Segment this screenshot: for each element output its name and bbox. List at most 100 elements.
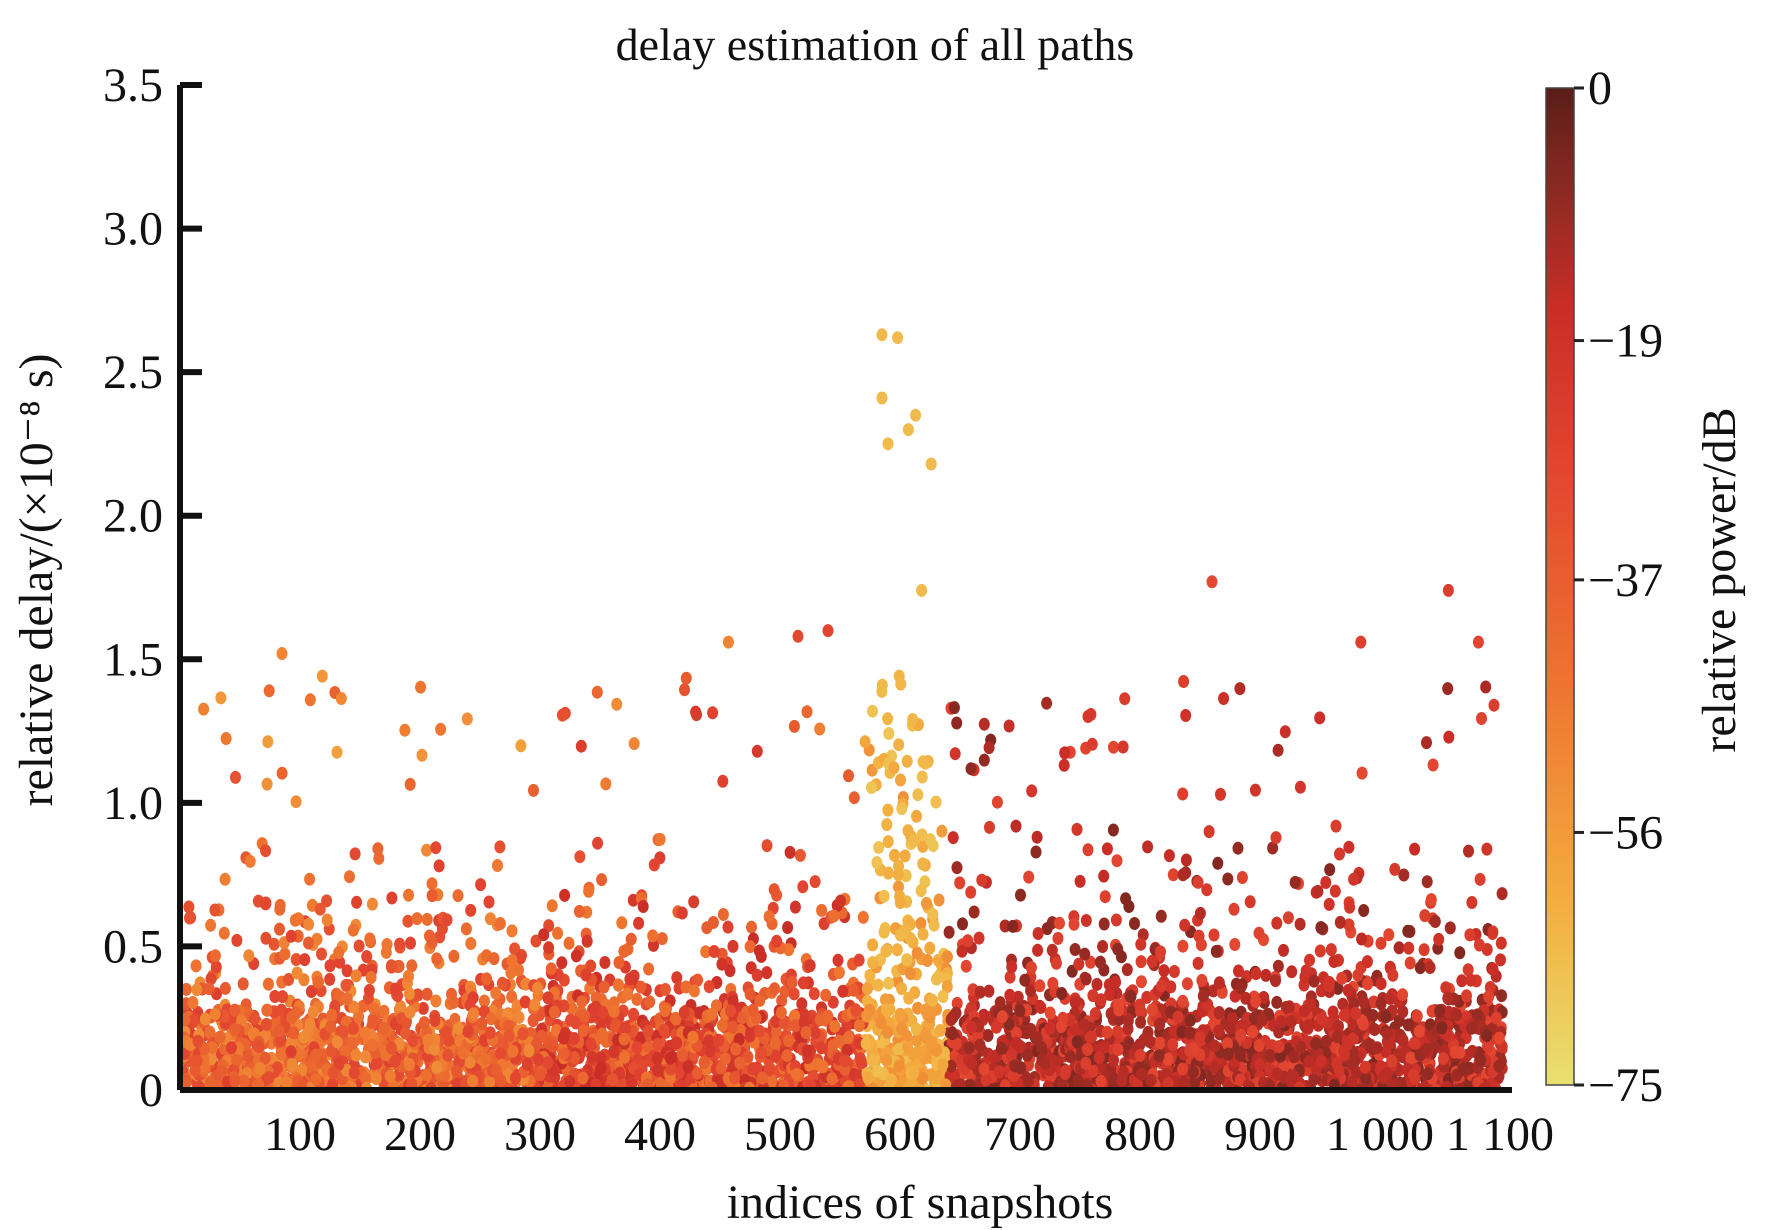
scatter-point <box>1483 990 1495 1004</box>
scatter-point <box>331 1035 343 1049</box>
scatter-point <box>1145 1073 1157 1087</box>
scatter-point <box>464 1055 476 1069</box>
scatter-point <box>585 1037 597 1051</box>
scatter-point <box>1253 926 1265 940</box>
scatter-point <box>744 940 756 954</box>
scatter-point <box>286 1057 298 1071</box>
scatter-point <box>1177 1062 1188 1076</box>
scatter-point <box>1358 904 1370 917</box>
x-tick-label: 1 000 <box>1326 1108 1434 1161</box>
scatter-point <box>1129 917 1140 930</box>
scatter-point <box>776 994 788 1008</box>
scatter-point <box>1110 913 1122 927</box>
scatter-point <box>1006 960 1018 974</box>
scatter-point <box>1181 977 1193 991</box>
scatter-point <box>372 842 384 856</box>
scatter-point <box>790 1068 802 1081</box>
scatter-point <box>310 1072 322 1086</box>
scatter-point <box>861 1009 873 1023</box>
scatter-point <box>995 1041 1007 1055</box>
scatter-point <box>1315 1054 1327 1068</box>
scatter-point <box>1288 1069 1300 1083</box>
scatter-point <box>1163 849 1175 863</box>
scatter-point <box>1342 983 1354 997</box>
scatter-point <box>1229 938 1241 951</box>
scatter-point <box>648 938 659 952</box>
scatter-point <box>467 1074 479 1088</box>
scatter-point <box>557 1031 569 1045</box>
scatter-point <box>225 1041 237 1055</box>
scatter-point <box>399 723 411 737</box>
scatter-point <box>911 809 922 823</box>
scatter-point <box>1323 897 1335 911</box>
scatter-point <box>421 987 433 1001</box>
scatter-point <box>734 1056 746 1070</box>
scatter-point <box>577 1071 589 1085</box>
scatter-point <box>440 1025 452 1039</box>
scatter-point <box>1184 1013 1196 1027</box>
scatter-point <box>1360 1071 1372 1085</box>
scatter-point <box>612 978 624 992</box>
scatter-point <box>789 900 801 914</box>
scatter-point <box>670 1011 681 1025</box>
scatter-point <box>1003 719 1015 733</box>
scatter-point <box>783 1034 795 1048</box>
scatter-point <box>1414 961 1426 975</box>
scatter-point <box>1361 955 1373 969</box>
scatter-point <box>1119 692 1131 706</box>
scatter-point <box>385 959 397 973</box>
scatter-point <box>919 756 931 770</box>
scatter-point <box>1117 740 1129 754</box>
scatter-point <box>495 1074 507 1088</box>
scatter-point <box>1086 737 1098 751</box>
scatter-point <box>389 1054 401 1068</box>
scatter-point <box>893 1059 905 1073</box>
scatter-point <box>310 1048 322 1062</box>
scatter-point <box>591 685 603 699</box>
scatter-point <box>947 831 959 845</box>
scatter-point <box>1154 1017 1166 1031</box>
scatter-point <box>422 1033 434 1047</box>
scatter-point <box>563 936 575 950</box>
scatter-point <box>1456 974 1468 988</box>
scatter-point <box>568 1032 580 1045</box>
scatter-point <box>1351 1065 1362 1079</box>
scatter-point <box>751 1061 763 1075</box>
scatter-point <box>366 897 378 911</box>
scatter-point <box>1120 892 1132 906</box>
x-axis-ticks: 100 200 300 400 500 600 700 800 900 1 000 1 100 <box>264 1108 1554 1161</box>
scatter-point <box>647 929 659 943</box>
scatter-point <box>1035 1001 1047 1014</box>
scatter-point <box>949 747 961 761</box>
scatter-point <box>229 1003 241 1017</box>
scatter-point <box>190 959 202 973</box>
scatter-point <box>1482 1039 1494 1053</box>
scatter-point <box>402 914 414 928</box>
scatter-point <box>974 985 986 999</box>
scatter-point <box>231 933 243 947</box>
scatter-point <box>340 978 352 992</box>
scatter-point <box>1333 1020 1344 1033</box>
scatter-point <box>556 708 568 722</box>
x-tick-label: 800 <box>1104 1108 1176 1161</box>
scatter-point <box>616 916 628 930</box>
scatter-point <box>700 945 712 959</box>
scatter-point <box>188 1013 200 1027</box>
scatter-point <box>1025 961 1037 975</box>
scatter-point <box>360 1072 372 1085</box>
scatter-point <box>1271 1067 1283 1081</box>
scatter-point <box>656 932 668 946</box>
scatter-point <box>937 990 949 1003</box>
scatter-point <box>888 761 900 775</box>
scatter-point <box>625 932 637 946</box>
scatter-point <box>1398 868 1410 882</box>
scatter-point <box>951 996 963 1010</box>
scatter-point <box>1282 911 1294 925</box>
scatter-point <box>260 844 272 858</box>
scatter-point <box>1179 1077 1190 1090</box>
scatter-point <box>1052 931 1064 945</box>
scatter-point <box>274 902 286 916</box>
x-tick-label: 1 100 <box>1446 1108 1554 1161</box>
colorbar-tick-label: −37 <box>1588 554 1663 607</box>
scatter-point <box>896 1022 908 1036</box>
